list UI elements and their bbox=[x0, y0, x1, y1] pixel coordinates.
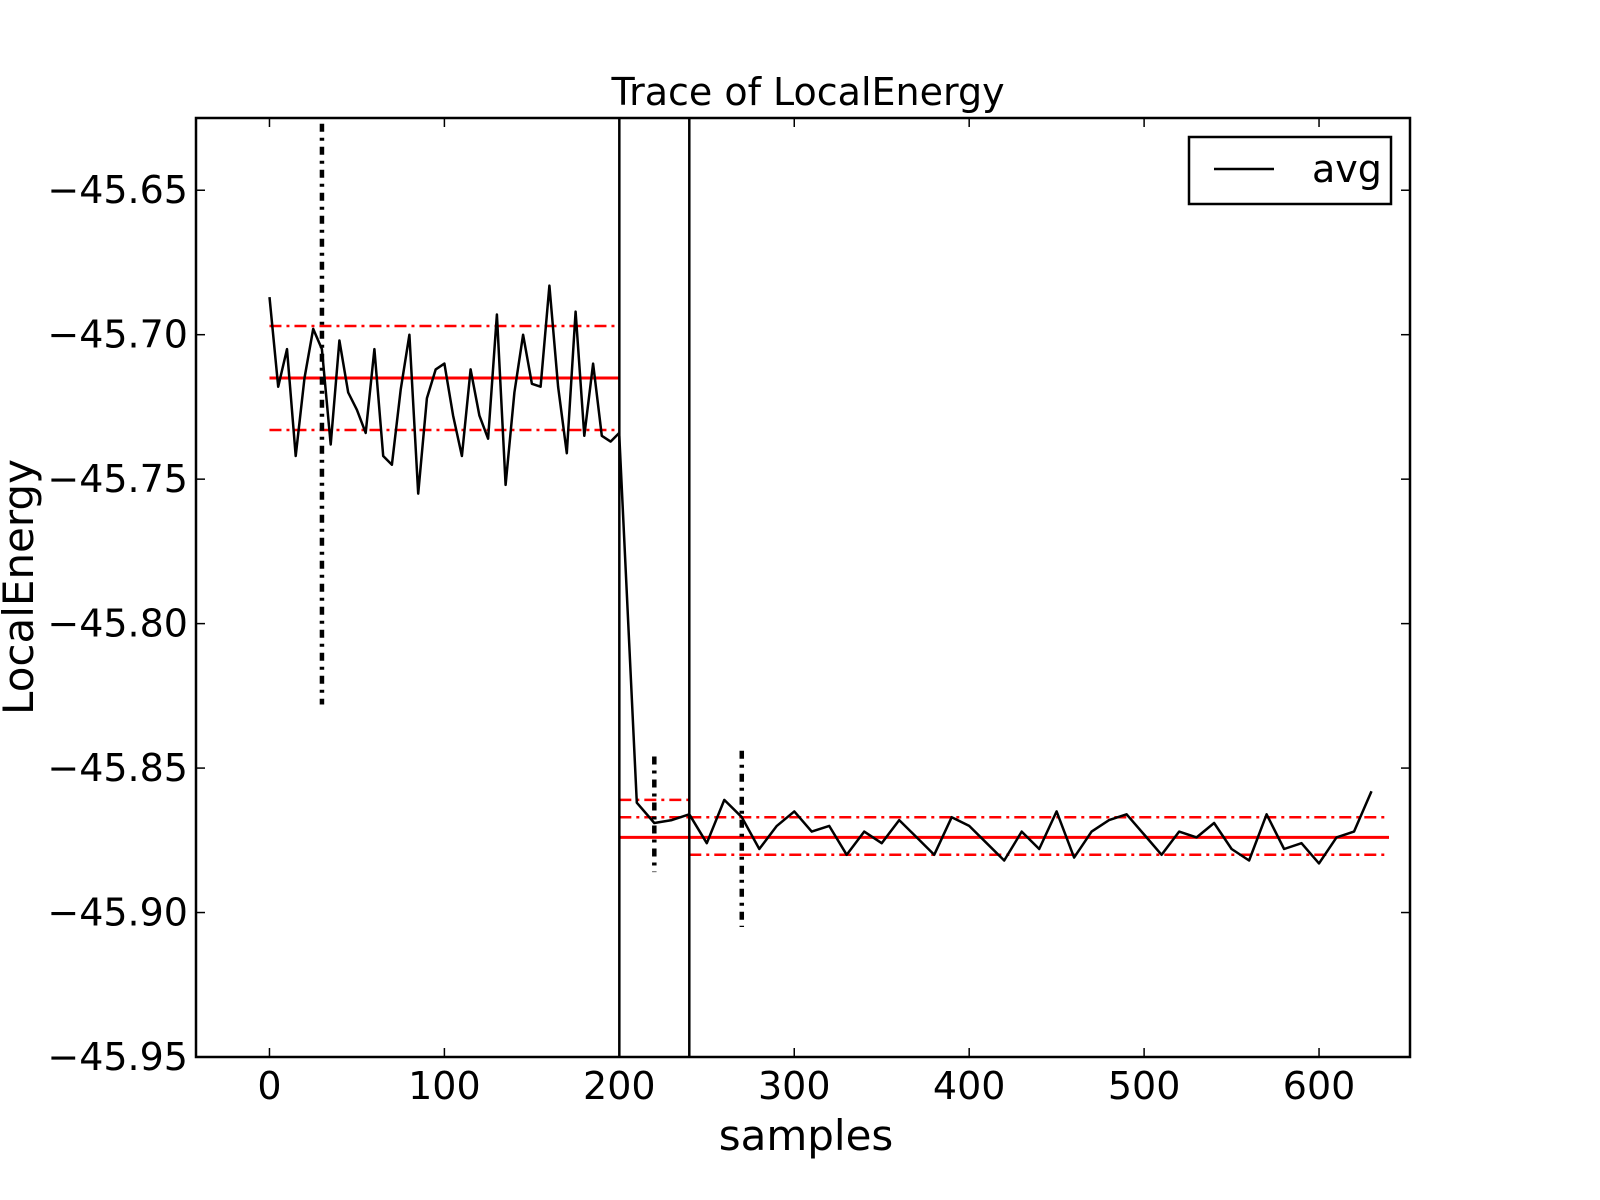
y-axis-label: LocalEnergy bbox=[0, 459, 43, 715]
plot-frame bbox=[194, 116, 1412, 1059]
y-tick-label-2: −45.75 bbox=[47, 457, 188, 501]
x-tick-label-2: 200 bbox=[583, 1064, 656, 1108]
x-tick-label-0: 0 bbox=[257, 1064, 281, 1108]
y-tick-label-3: −45.80 bbox=[47, 602, 188, 646]
y-tick-label-4: −45.85 bbox=[47, 746, 188, 790]
x-axis-label: samples bbox=[719, 1111, 894, 1160]
x-tick-label-6: 600 bbox=[1283, 1064, 1356, 1108]
y-tick-label-1: −45.70 bbox=[47, 313, 188, 357]
chart-title: Trace of LocalEnergy bbox=[610, 70, 1004, 114]
y-tick-label-0: −45.65 bbox=[47, 168, 188, 212]
y-tick-label-5: −45.90 bbox=[47, 891, 188, 935]
data-layer bbox=[268, 118, 1390, 1057]
y-axis: −45.65 −45.70 −45.75 −45.80 −45.85 −45.90 −45.… bbox=[47, 168, 1410, 1079]
x-tick-label-3: 300 bbox=[758, 1064, 831, 1108]
x-axis: 0 100 200 300 400 500 600 bbox=[257, 118, 1355, 1108]
y-tick-label-6: −45.95 bbox=[47, 1035, 188, 1079]
series-line-0-0 bbox=[268, 284, 621, 495]
x-tick-label-5: 500 bbox=[1108, 1064, 1181, 1108]
legend: avg bbox=[1187, 135, 1393, 206]
legend-label-avg: avg bbox=[1312, 147, 1382, 191]
series-line-0-1 bbox=[618, 435, 1373, 865]
x-tick-label-4: 400 bbox=[933, 1064, 1006, 1108]
legend-box bbox=[1187, 135, 1393, 206]
x-tick-label-1: 100 bbox=[408, 1064, 481, 1108]
